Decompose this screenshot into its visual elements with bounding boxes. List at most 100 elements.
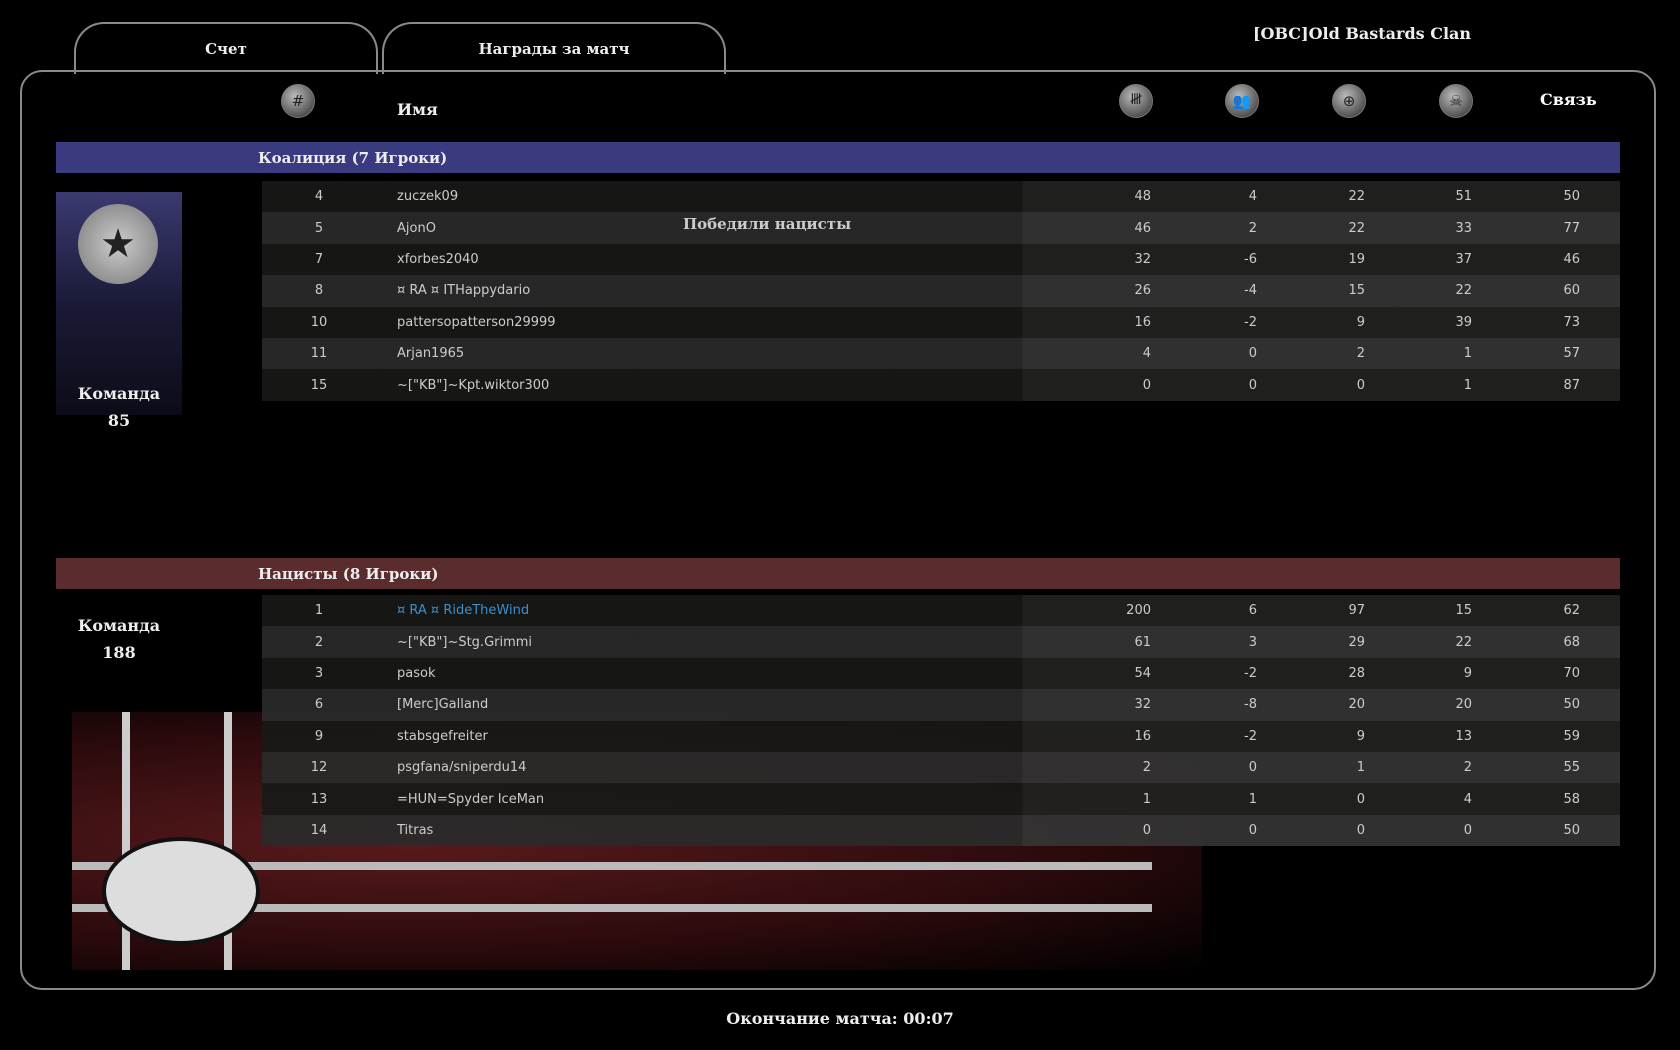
player-stat: 32 (1134, 697, 1151, 713)
player-stat: 9 (1463, 665, 1472, 681)
column-name-header[interactable]: Имя (397, 100, 438, 119)
player-stat: 22 (1455, 283, 1472, 299)
player-stat: 200 (1126, 603, 1151, 619)
player-row[interactable]: 11 Arjan1965 4 0 2 1 57 (262, 337, 1620, 370)
player-stat: 2 (1356, 346, 1365, 362)
player-name: zuczek09 (397, 189, 459, 205)
player-stat: 68 (1563, 634, 1580, 650)
player-stat: -2 (1244, 728, 1257, 744)
axis-team-score: Команда 188 (77, 616, 161, 662)
player-stat: 22 (1348, 220, 1365, 236)
scoreboard-panel (20, 70, 1656, 990)
skull-crossbones-icon[interactable]: ☠ (1439, 84, 1473, 118)
player-name: [Merc]Galland (397, 697, 489, 713)
player-stat: 46 (1134, 220, 1151, 236)
player-stat: 9 (1356, 314, 1365, 330)
player-name: AjonO (397, 220, 436, 236)
player-row[interactable]: 13 =HUN=Spyder IceMan 1 1 0 4 58 (262, 783, 1620, 815)
player-row[interactable]: 4 zuczek09 48 4 22 51 50 (262, 181, 1620, 213)
match-result-text: Победили нацисты (683, 215, 852, 233)
player-row[interactable]: 3 pasok 54 -2 28 9 70 (262, 657, 1620, 690)
player-rank: 2 (314, 634, 324, 650)
player-stat: 54 (1134, 665, 1151, 681)
player-rank: 3 (314, 665, 324, 681)
player-name: ¤ RA ¤ ITHappydario (397, 283, 531, 299)
player-stat: 48 (1134, 189, 1151, 205)
tab-score[interactable]: Счет (74, 22, 378, 74)
player-stat: 2 (1248, 220, 1257, 236)
player-stat: 33 (1455, 220, 1472, 236)
player-row[interactable]: 8 ¤ RA ¤ ITHappydario 26 -4 15 22 60 (262, 275, 1620, 307)
player-stat: 39 (1455, 314, 1472, 330)
column-ping-header[interactable]: Связь (1540, 90, 1597, 109)
player-rank: 11 (310, 346, 328, 362)
player-stat: 55 (1563, 760, 1580, 776)
player-stat: 51 (1455, 189, 1472, 205)
hash-icon[interactable]: # (281, 84, 315, 118)
player-row[interactable]: 7 xforbes2040 32 -6 19 37 46 (262, 243, 1620, 276)
player-row[interactable]: 10 pattersopatterson29999 16 -2 9 39 73 (262, 306, 1620, 338)
player-row[interactable]: 15 ~["KB"]~Kpt.wiktor300 0 0 0 1 87 (262, 369, 1620, 401)
player-stat: 1 (1463, 346, 1472, 362)
coalition-player-list: 4 zuczek09 48 4 22 51 50 5 AjonO 46 2 22 33 77 7 xforbe… (262, 181, 1620, 401)
player-row[interactable]: 2 ~["KB"]~Stg.Grimmi 61 3 29 22 68 (262, 626, 1620, 658)
match-end-timer: Окончание матча: 00:07 (726, 1009, 954, 1028)
server-name: [OBC]Old Bastards Clan (1252, 24, 1472, 43)
player-stat: 0 (1463, 822, 1472, 838)
tab-match-awards[interactable]: Награды за матч (382, 22, 726, 74)
player-stat: 0 (1356, 822, 1365, 838)
player-stat: 32 (1134, 251, 1151, 267)
player-stat: -2 (1244, 314, 1257, 330)
player-name: psgfana/sniperdu14 (397, 760, 527, 776)
player-stat: 20 (1455, 697, 1472, 713)
player-row[interactable]: 5 AjonO 46 2 22 33 77 (262, 212, 1620, 244)
player-name: pattersopatterson29999 (397, 314, 556, 330)
player-stat: 20 (1348, 697, 1365, 713)
player-stat: -2 (1244, 665, 1257, 681)
player-stat: 13 (1455, 728, 1472, 744)
eagle-emblem-icon: ★ (78, 204, 158, 284)
player-name: Arjan1965 (397, 346, 465, 362)
player-name: ¤ RA ¤ RideTheWind (397, 603, 530, 619)
player-stat: 15 (1455, 603, 1472, 619)
player-stat: 16 (1134, 314, 1151, 330)
player-stat: 57 (1563, 346, 1580, 362)
player-stat: 1 (1248, 791, 1257, 807)
player-rank: 12 (310, 760, 328, 776)
axis-player-list: 1 ¤ RA ¤ RideTheWind 200 6 97 15 62 2 ~["KB"]~St… (262, 595, 1620, 847)
player-name: =HUN=Spyder IceMan (397, 791, 545, 807)
player-stat: 28 (1348, 665, 1365, 681)
player-stat: 0 (1142, 377, 1151, 393)
team-icon[interactable]: 👥 (1225, 84, 1259, 118)
player-rank: 9 (314, 728, 324, 744)
player-stat: 0 (1248, 760, 1257, 776)
player-stat: -6 (1244, 251, 1257, 267)
player-name: Titras (397, 822, 434, 838)
team-bar-coalition: Коалиция (7 Игроки) (56, 142, 1620, 173)
player-stat: 29 (1348, 634, 1365, 650)
player-stat: 6 (1248, 603, 1257, 619)
player-name: pasok (397, 665, 436, 681)
player-rank: 13 (310, 791, 328, 807)
team-bar-axis: Нацисты (8 Игроки) (56, 558, 1620, 589)
player-row[interactable]: 14 Titras 0 0 0 0 50 (262, 814, 1620, 847)
player-row[interactable]: 12 psgfana/sniperdu14 2 0 1 2 55 (262, 751, 1620, 784)
player-stat: 50 (1563, 697, 1580, 713)
player-stat: 0 (1356, 791, 1365, 807)
player-row[interactable]: 1 ¤ RA ¤ RideTheWind 200 6 97 15 62 (262, 595, 1620, 627)
player-stat: 3 (1248, 634, 1257, 650)
player-stat: 9 (1356, 728, 1365, 744)
player-stat: 4 (1142, 346, 1151, 362)
player-stat: 50 (1563, 189, 1580, 205)
player-rank: 6 (314, 697, 324, 713)
player-row[interactable]: 9 stabsgefreiter 16 -2 9 13 59 (262, 720, 1620, 752)
player-rank: 15 (310, 377, 328, 393)
helmet-crosshair-icon[interactable]: ⊕ (1332, 84, 1366, 118)
player-stat: 46 (1563, 251, 1580, 267)
player-stat: 2 (1463, 760, 1472, 776)
player-row[interactable]: 6 [Merc]Galland 32 -8 20 20 50 (262, 689, 1620, 721)
tally-kills-icon[interactable]: 𝍸 (1119, 84, 1153, 118)
player-stat: 0 (1142, 822, 1151, 838)
player-stat: 61 (1134, 634, 1151, 650)
player-rank: 10 (310, 314, 328, 330)
